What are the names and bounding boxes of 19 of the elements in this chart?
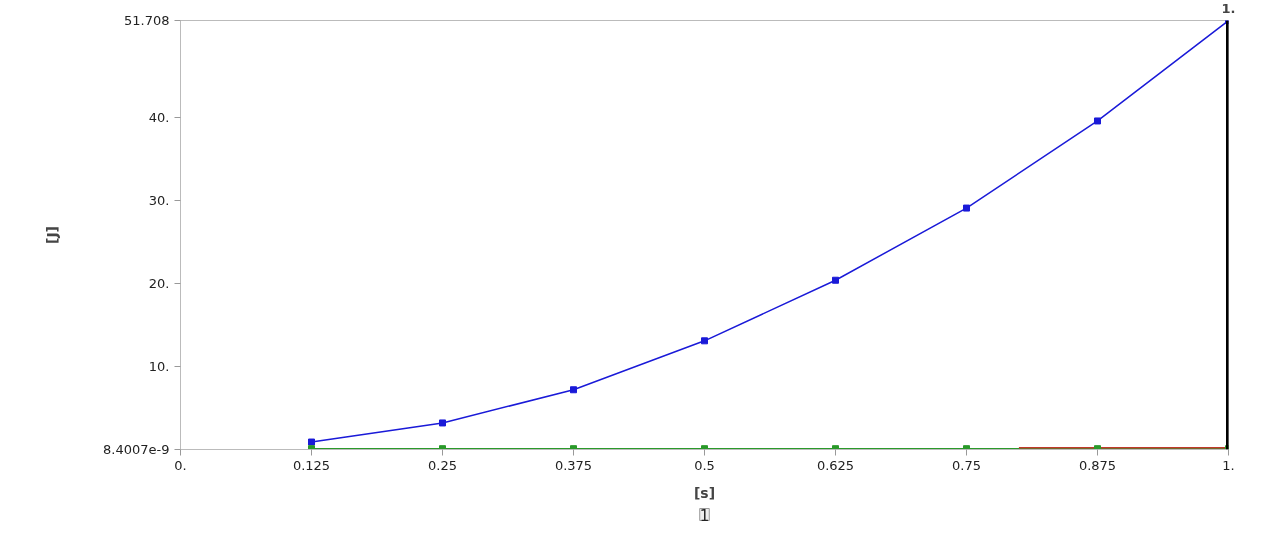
- x-tick-label: 0.875: [1078, 457, 1117, 473]
- x-tick-label: 0.625: [816, 457, 855, 473]
- ref-line-label: 1.: [1221, 0, 1236, 16]
- y-tick-label: 51.708: [124, 13, 170, 28]
- y-tick-label: 30.: [148, 193, 170, 209]
- x-tick-label: 0.5: [694, 457, 715, 473]
- y-tick-label: 8.4007e-9: [103, 442, 170, 457]
- x-tick-label: 0.75: [952, 457, 981, 473]
- x-tick-label: 1.: [1222, 457, 1235, 473]
- y-tick-label: 20.: [148, 276, 170, 292]
- text: 1: [699, 506, 710, 525]
- y-axis-title: [J]: [44, 225, 61, 244]
- x-axis-title: [s]: [693, 484, 716, 501]
- x-tick-label: 0.: [174, 457, 187, 473]
- x-tick-label: 0.125: [292, 457, 331, 473]
- x-tick-label: 0.375: [554, 457, 593, 473]
- y-tick-label: 40.: [148, 110, 170, 126]
- y-tick-label: 10.: [148, 359, 170, 375]
- x-tick-label: 0.25: [428, 457, 457, 473]
